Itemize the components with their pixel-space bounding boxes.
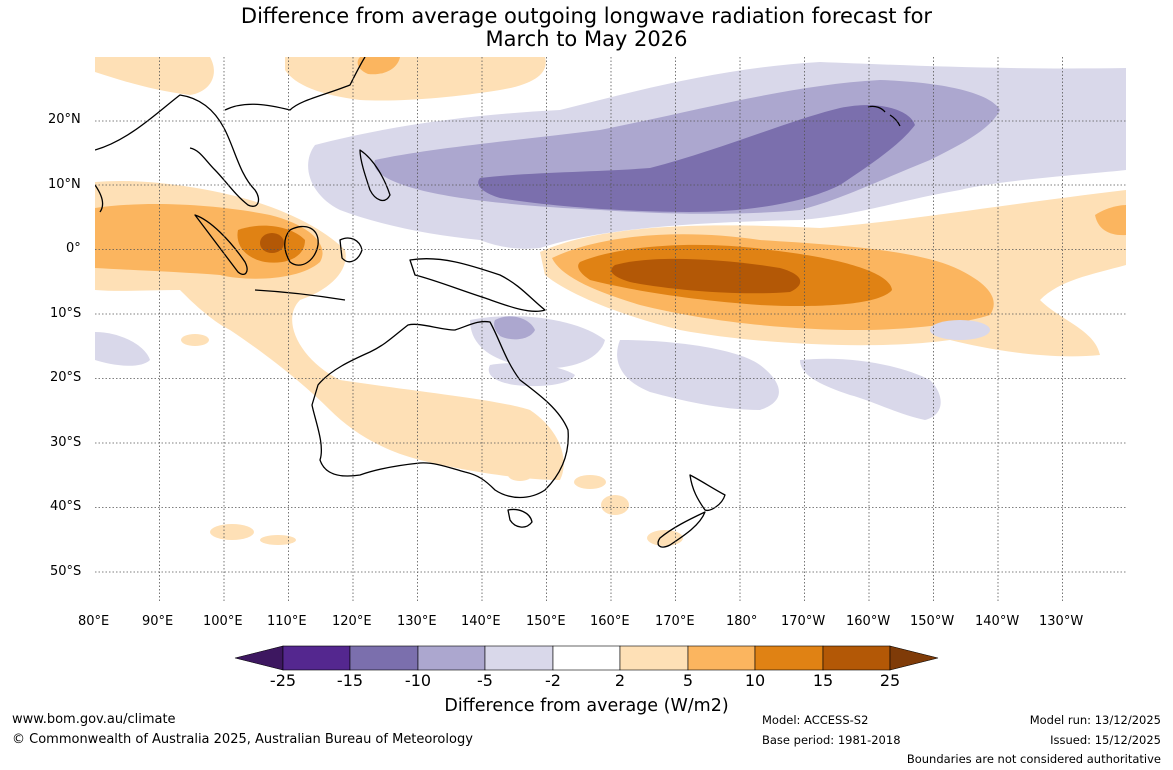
lat-label: 40°S xyxy=(50,499,82,514)
colorbar-tick-label: -15 xyxy=(336,671,364,690)
anomaly-band-minus-2 xyxy=(95,332,150,366)
lon-label: 140°E xyxy=(461,614,501,629)
website-link[interactable]: www.bom.gov.au/climate xyxy=(12,712,176,727)
lon-label: 150°E xyxy=(526,614,566,629)
lat-label: 20°S xyxy=(50,370,82,385)
issued-date: Issued: 15/12/2025 xyxy=(1050,733,1161,747)
colorbar-swatch xyxy=(282,645,351,671)
anomaly-band-plus-15 xyxy=(611,258,801,294)
chart-title-line-2: March to May 2026 xyxy=(485,27,688,51)
chart-title-line-1: Difference from average outgoing longwav… xyxy=(240,4,933,28)
lon-label: 160°W xyxy=(846,614,891,629)
borneo-coastline xyxy=(284,225,319,266)
colorbar-tick-label: 5 xyxy=(682,671,694,690)
philippines-coastline xyxy=(359,149,391,202)
lon-label: 120°E xyxy=(332,614,372,629)
colorbar-tick-label: 25 xyxy=(879,671,901,690)
lat-label: 10°S xyxy=(50,306,82,321)
lon-label: 130°E xyxy=(397,614,437,629)
new-zealand-south-coastline xyxy=(657,511,706,548)
colorbar-tick-label: -25 xyxy=(269,671,297,690)
model-run-date: Model run: 13/12/2025 xyxy=(1029,713,1161,727)
anomaly-band-minus-2 xyxy=(800,358,941,420)
anomaly-band-minus-5 xyxy=(494,316,535,340)
anomaly-band-plus-15 xyxy=(260,233,284,253)
hawaii-coastline xyxy=(867,105,901,127)
anomaly-band-minus-2 xyxy=(617,340,779,410)
lat-label: 10°N xyxy=(48,177,81,192)
anomaly-band-minus-2 xyxy=(488,363,575,387)
lon-label: 130°W xyxy=(1039,614,1084,629)
colorbar xyxy=(234,645,939,671)
lat-label: 30°S xyxy=(50,435,82,450)
lon-label: 160°E xyxy=(590,614,630,629)
model-name: Model: ACCESS-S2 xyxy=(762,713,869,727)
anomaly-band-plus-2 xyxy=(508,469,532,481)
sumatra-coastline xyxy=(194,214,248,276)
colorbar-swatch xyxy=(619,645,689,671)
colorbar-tick-label: -2 xyxy=(545,671,561,690)
lon-label: 150°W xyxy=(910,614,955,629)
colorbar-tick-label: -5 xyxy=(477,671,493,690)
colorbar-swatch xyxy=(552,645,621,671)
colorbar-tick-label: 10 xyxy=(744,671,766,690)
anomaly-band-minus-2 xyxy=(930,320,990,340)
lon-label: 100°E xyxy=(203,614,243,629)
china-coastline xyxy=(224,57,366,111)
colorbar-swatch xyxy=(417,645,486,671)
anomaly-band-plus-2 xyxy=(181,334,209,346)
new-guinea-coastline xyxy=(409,258,546,312)
anomaly-fields xyxy=(95,57,1126,603)
lat-label: 50°S xyxy=(50,564,82,579)
lon-label: 170°E xyxy=(655,614,695,629)
lon-label: 80°E xyxy=(78,614,110,629)
java-coastline xyxy=(254,289,346,301)
anomaly-band-plus-5 xyxy=(1095,205,1126,236)
sulawesi-coastline xyxy=(339,237,363,263)
tasmania-coastline xyxy=(507,508,533,528)
india-coastline xyxy=(95,184,104,213)
anomaly-band-minus-2 xyxy=(985,153,1035,177)
colorbar-low-extension xyxy=(234,645,284,671)
anomaly-band-plus-2 xyxy=(95,57,214,95)
lat-label: 0° xyxy=(66,241,81,256)
colorbar-tick-label: 15 xyxy=(812,671,834,690)
colorbar-swatch xyxy=(484,645,554,671)
anomaly-band-plus-2 xyxy=(601,495,629,515)
lon-label: 170°W xyxy=(781,614,826,629)
lon-label: 180° xyxy=(726,614,758,629)
copyright-text: © Commonwealth of Australia 2025, Austra… xyxy=(12,732,473,747)
colorbar-high-extension xyxy=(889,645,939,671)
colorbar-tick-label: -10 xyxy=(404,671,432,690)
colorbar-swatch xyxy=(687,645,756,671)
colorbar-swatch xyxy=(349,645,419,671)
anomaly-band-plus-5 xyxy=(357,57,400,75)
new-zealand-north-coastline xyxy=(689,474,726,511)
australia-coastline xyxy=(311,320,569,499)
base-period: Base period: 1981-2018 xyxy=(762,733,901,747)
anomaly-band-plus-2 xyxy=(647,530,683,546)
gridlines xyxy=(95,57,1126,603)
boundaries-disclaimer: Boundaries are not considered authoritat… xyxy=(906,752,1161,766)
colorbar-title: Difference from average (W/m2) xyxy=(444,696,729,716)
colorbar-tick-label: 2 xyxy=(614,671,626,690)
lon-label: 90°E xyxy=(142,614,174,629)
anomaly-band-plus-2 xyxy=(260,535,296,545)
lon-label: 140°W xyxy=(975,614,1020,629)
anomaly-band-plus-2 xyxy=(574,475,606,489)
lat-label: 20°N xyxy=(48,112,81,127)
colorbar-swatch xyxy=(754,645,824,671)
anomaly-band-plus-2 xyxy=(285,57,546,101)
lon-label: 110°E xyxy=(267,614,307,629)
colorbar-swatch xyxy=(822,645,891,671)
anomaly-band-plus-2 xyxy=(210,524,254,540)
